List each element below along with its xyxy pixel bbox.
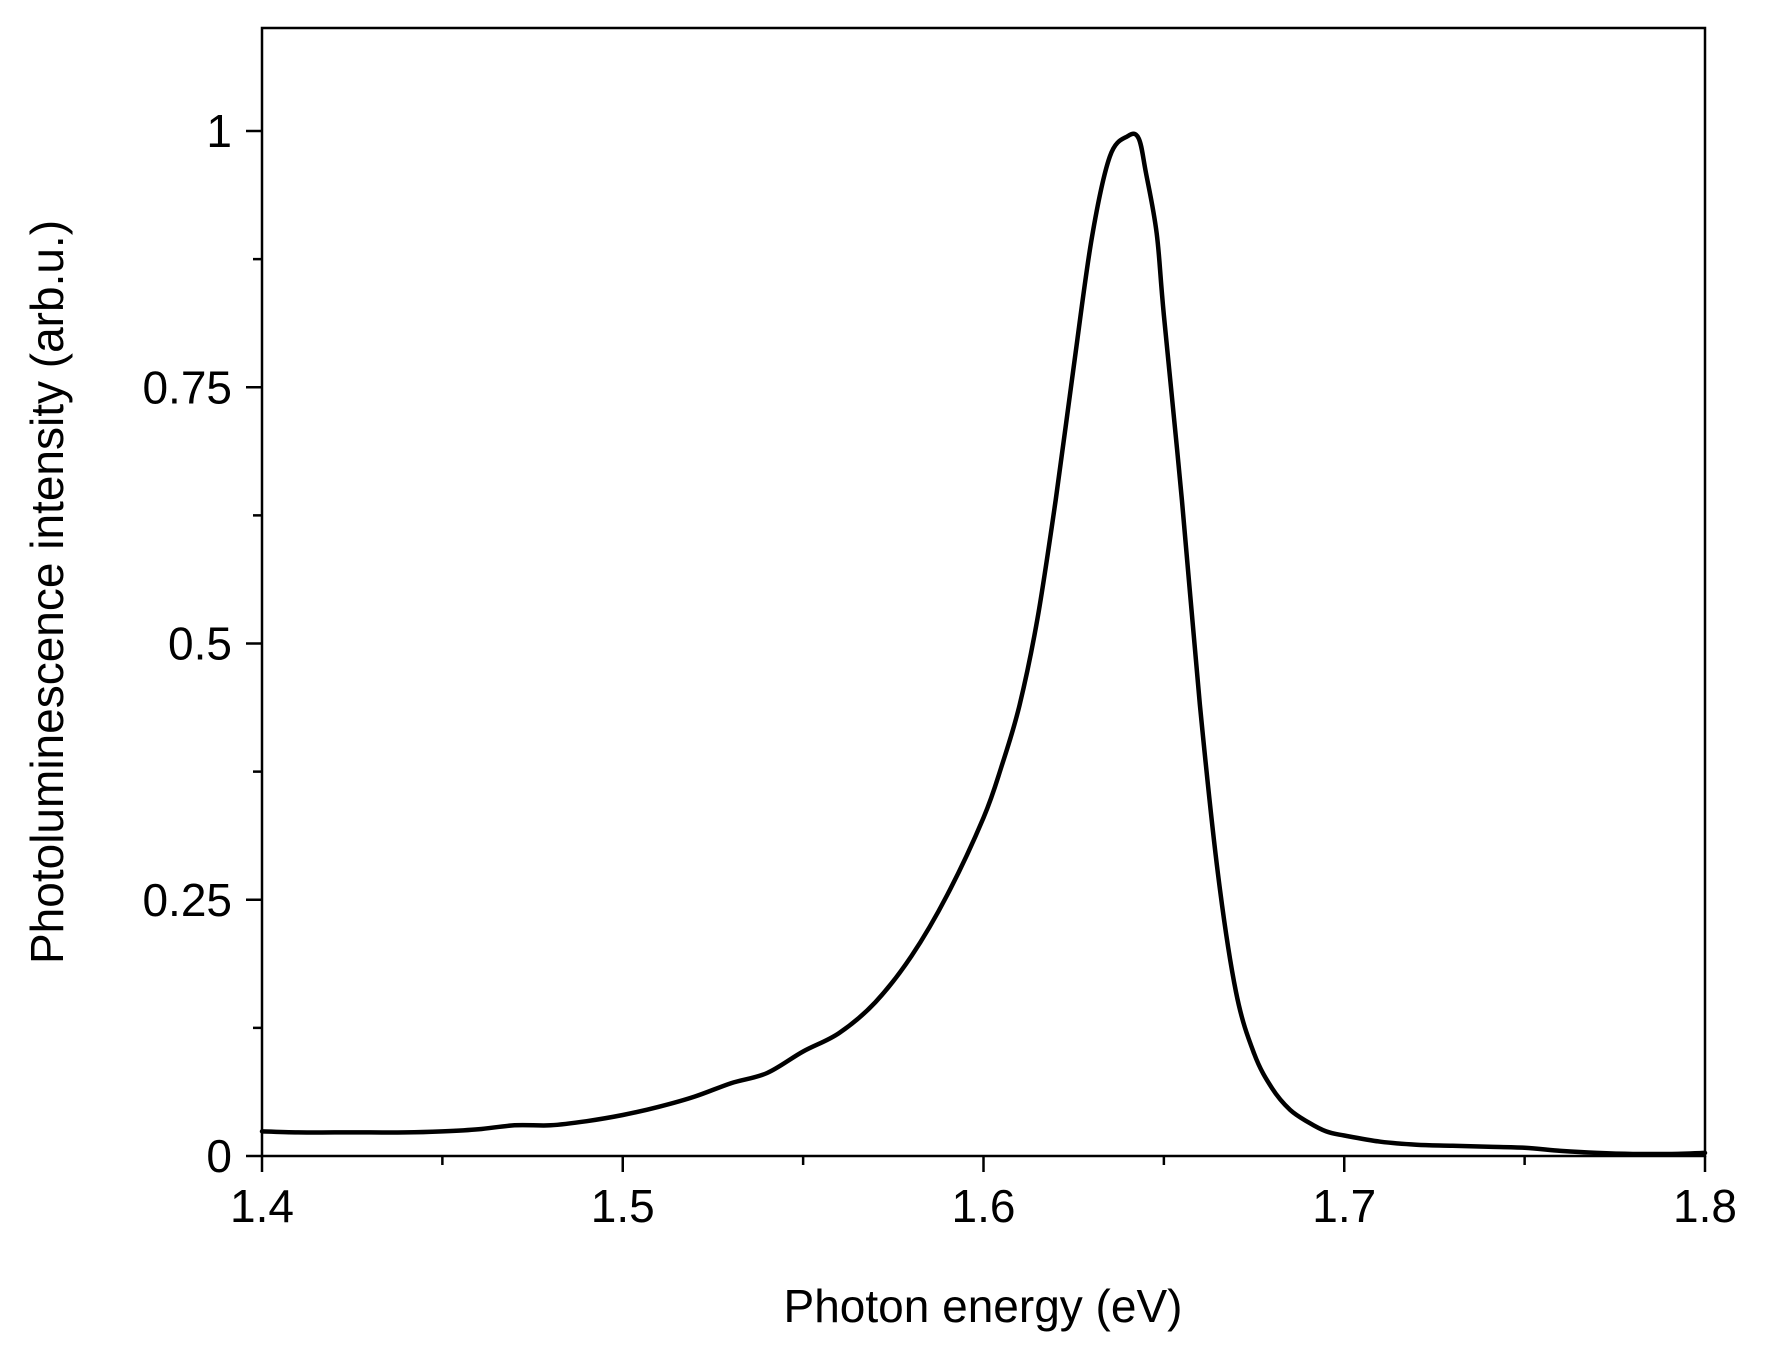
x-tick-label: 1.7 bbox=[1312, 1180, 1376, 1232]
x-axis-ticks: 1.4 1.5 1.6 1.7 1.8 bbox=[230, 1156, 1737, 1232]
x-tick-label: 1.8 bbox=[1673, 1180, 1737, 1232]
y-tick-label: 0.5 bbox=[168, 618, 232, 670]
y-tick-label: 0.75 bbox=[142, 361, 232, 413]
y-tick-label: 0.25 bbox=[142, 874, 232, 926]
y-tick-label: 0 bbox=[206, 1130, 232, 1182]
x-tick-label: 1.4 bbox=[230, 1180, 294, 1232]
series-line bbox=[259, 131, 1708, 1157]
plot-frame bbox=[260, 26, 1707, 1158]
y-axis-ticks: 0 0.25 0.5 0.75 1 bbox=[142, 105, 262, 1182]
x-tick-label: 1.5 bbox=[591, 1180, 655, 1232]
y-axis-title: Photoluminescence intensity (arb.u.) bbox=[21, 220, 73, 964]
y-tick-label: 1 bbox=[206, 105, 232, 157]
x-tick-label: 1.6 bbox=[952, 1180, 1016, 1232]
x-axis-title: Photon energy (eV) bbox=[784, 1280, 1183, 1332]
